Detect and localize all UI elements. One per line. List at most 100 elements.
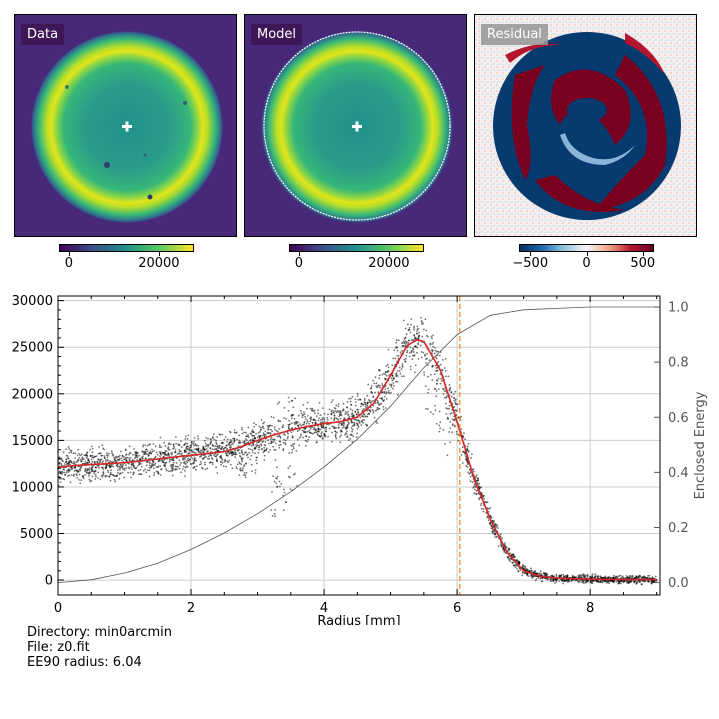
scatter-point [391,364,394,367]
scatter-point [327,413,329,416]
scatter-point [232,442,234,445]
scatter-point [169,443,172,446]
scatter-point [213,454,215,456]
scatter-point [427,375,429,378]
scatter-point [95,455,98,457]
scatter-point [357,426,360,428]
scatter-point [555,580,558,583]
scatter-point [360,403,363,405]
scatter-point [427,388,430,391]
scatter-point [427,364,429,366]
scatter-point [238,452,241,455]
scatter-point [302,404,305,406]
scatter-point [160,446,163,448]
scatter-point [426,334,428,337]
scatter-point [436,369,439,372]
scatter-point [107,471,110,474]
scatter-point [199,451,202,454]
scatter-point [499,535,502,538]
scatter-point [451,424,454,427]
scatter-point [94,462,96,464]
scatter-point [109,474,111,476]
scatter-point [282,441,285,444]
scatter-point [211,461,214,464]
scatter-point [224,459,226,461]
scatter-point [244,476,247,479]
scatter-point [390,377,393,380]
scatter-point [420,351,423,353]
scatter-point [145,464,148,467]
scatter-point [204,445,207,448]
scatter-point [351,428,354,431]
scatter-point [475,474,478,477]
scatter-point [142,445,144,448]
scatter-point [287,423,290,426]
scatter-point [385,392,387,395]
scatter-point [496,524,499,527]
scatter-point [187,434,190,437]
scatter-point [144,457,147,460]
scatter-point [291,451,293,454]
x-tick-label: 8 [586,601,594,616]
scatter-point [278,446,281,449]
scatter-point [242,467,245,470]
scatter-point [429,411,432,413]
scatter-point [179,453,181,455]
scatter-point [370,400,373,403]
scatter-point [164,464,166,467]
scatter-point [303,411,305,413]
scatter-point [263,446,266,449]
scatter-point [284,434,286,436]
scatter-point [184,475,186,477]
scatter-point [239,441,242,444]
scatter-point [351,409,354,412]
scatter-point [256,441,258,444]
scatter-point [448,431,451,433]
scatter-point [117,465,119,468]
scatter-point [121,454,124,457]
scatter-point [247,426,250,429]
scatter-point [304,439,307,442]
scatter-point [448,384,451,386]
scatter-point [202,446,205,449]
scatter-point [129,451,132,454]
scatter-point [112,465,115,468]
scatter-point [241,453,244,456]
scatter-point [594,573,597,575]
scatter-point [501,537,504,539]
scatter-point [169,470,172,472]
scatter-point [262,422,265,425]
scatter-point [136,454,138,457]
scatter-point [364,405,367,408]
scatter-point [69,481,72,484]
scatter-point [363,419,366,421]
scatter-point [142,455,144,458]
scatter-point [202,445,205,448]
scatter-point [157,466,159,468]
scatter-point [164,453,167,456]
scatter-point [524,565,527,568]
scatter-point [302,436,304,439]
scatter-point [163,459,166,461]
scatter-point [380,397,383,399]
scatter-point [271,515,274,517]
scatter-point [422,322,424,325]
scatter-point [264,430,267,433]
scatter-point [514,566,517,569]
scatter-point [461,446,464,449]
scatter-point [395,375,398,378]
scatter-point [179,464,182,466]
scatter-point [412,354,414,357]
scatter-point [550,580,552,582]
scatter-point [387,387,389,390]
scatter-point [86,469,89,472]
scatter-point [133,448,136,450]
scatter-point [221,461,224,464]
scatter-point [97,467,100,469]
scatter-point [467,449,470,452]
y-tick-label: 0 [45,574,53,589]
scatter-point [152,443,155,445]
scatter-point [150,466,153,469]
scatter-point [150,465,153,467]
scatter-point [65,463,68,466]
